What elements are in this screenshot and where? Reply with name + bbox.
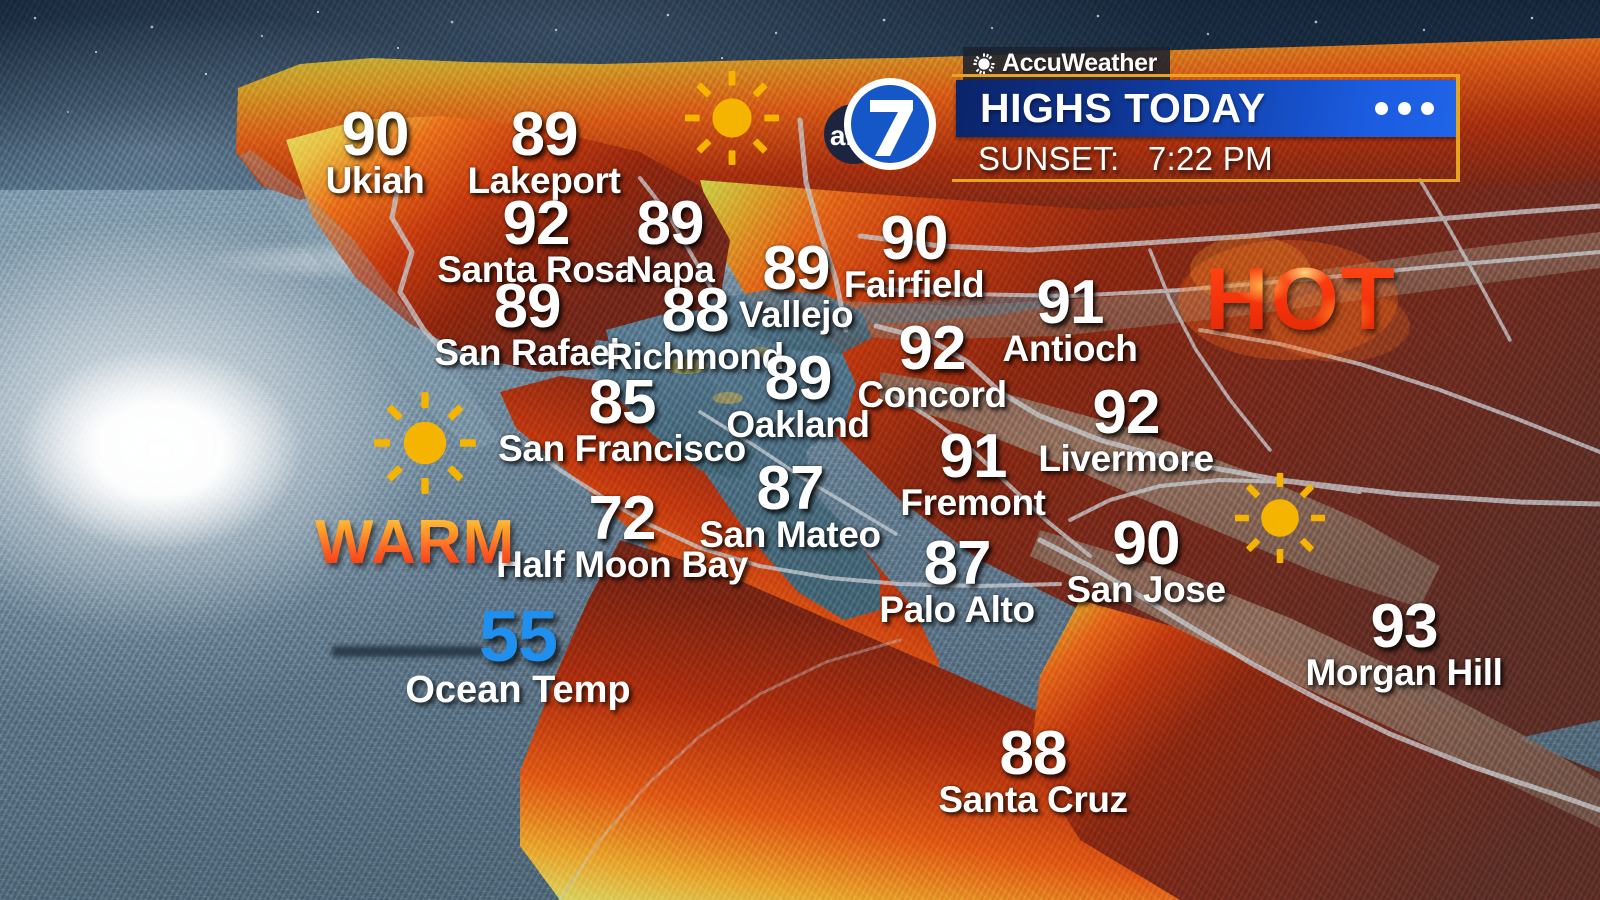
city-name: San Mateo [699,514,881,555]
city-label-fairfield: 90 Fairfield [843,204,985,305]
city-label-san-francisco: 85 San Francisco [498,368,746,469]
sun-icon-east [1233,471,1327,570]
city-name: Richmond [606,336,784,377]
ellipsis-icon[interactable] [1375,102,1434,115]
city-label-san-jose: 90 San Jose [1066,509,1226,610]
city-name: Lakeport [467,160,621,201]
sunset-readout: SUNSET: 7:22 PM [978,140,1273,177]
city-label-santa-cruz: 88 Santa Cruz [938,719,1128,820]
ocean-temp-label: Ocean Temp [405,669,631,711]
city-name: Palo Alto [879,589,1035,630]
city-name: Santa Rosa [437,249,635,290]
city-name: Antioch [1002,328,1138,369]
city-temp: 92 [502,189,571,258]
city-label-ukiah: 90 Ukiah [325,100,425,201]
city-label-palo-alto: 87 Palo Alto [879,529,1035,630]
city-name: San Francisco [498,428,746,469]
city-temp: 87 [756,454,825,523]
city-name: Half Moon Bay [496,544,748,585]
city-name: Livermore [1038,438,1214,479]
city-label-lakeport: 89 Lakeport [467,100,621,201]
city-temp: 89 [762,234,831,303]
city-name: Fairfield [843,264,985,305]
city-label-santa-rosa: 92 Santa Rosa [437,189,635,290]
city-label-half-moon-bay: 72 Half Moon Bay [496,484,748,585]
city-name: Santa Cruz [938,779,1128,820]
city-temp: 90 [880,204,949,273]
city-label-concord: 92 Concord [857,314,1007,415]
ocean-temp-value: 55 [478,597,558,677]
sun-gear-icon [973,52,995,75]
city-label-richmond: 88 Richmond [606,276,784,377]
city-label-livermore: 92 Livermore [1038,378,1214,479]
city-temp: 89 [510,100,579,169]
highs-today-banner: HIGHS TODAY [956,80,1456,137]
sun-icon-coast [372,390,478,501]
city-name: Ukiah [325,160,425,201]
city-temp: 89 [493,272,562,341]
city-temp: 92 [1092,378,1161,447]
city-temp: 88 [661,276,730,345]
banner-title: HIGHS TODAY [980,85,1266,131]
city-label-morgan-hill: 93 Morgan Hill [1305,592,1503,693]
city-temp: 92 [898,314,967,383]
city-label-san-rafael: 89 San Rafael [434,272,620,373]
city-temp: 90 [341,100,410,169]
city-temp: 93 [1370,592,1439,661]
city-label-antioch: 91 Antioch [1002,268,1138,369]
city-name: Concord [857,374,1007,415]
city-name: Vallejo [738,294,854,335]
city-name: Oakland [726,404,870,445]
city-name: Morgan Hill [1305,652,1503,693]
city-temp: 87 [923,529,992,598]
sun-icon-north [683,69,781,172]
city-temp: 91 [939,422,1008,491]
city-name: Fremont [900,482,1046,523]
city-temp: 89 [764,344,833,413]
city-temp: 72 [588,484,657,553]
city-temp: 88 [999,719,1068,788]
city-temp: 89 [636,189,705,258]
ocean-temp-readout: 55 Ocean Temp [405,601,630,709]
city-label-napa: 89 Napa [625,189,715,290]
city-name: Napa [625,249,715,290]
city-label-oakland: 89 Oakland [726,344,870,445]
warm-legend-label: WARM [315,508,516,577]
city-label-vallejo: 89 Vallejo [738,234,854,335]
city-temp: 90 [1112,509,1181,578]
accuweather-badge[interactable]: AccuWeather [963,47,1170,80]
city-temp: 91 [1036,268,1105,337]
ocean-temp-leader-line [332,646,484,657]
hot-legend-label: HOT [1205,249,1397,348]
city-label-fremont: 91 Fremont [900,422,1046,523]
accuweather-label: AccuWeather [1002,49,1157,77]
abc7-logo[interactable]: abc [818,72,940,184]
city-name: San Rafael [434,332,620,373]
city-label-san-mateo: 87 San Mateo [699,454,881,555]
city-name: San Jose [1066,569,1226,610]
city-temp: 85 [588,368,657,437]
